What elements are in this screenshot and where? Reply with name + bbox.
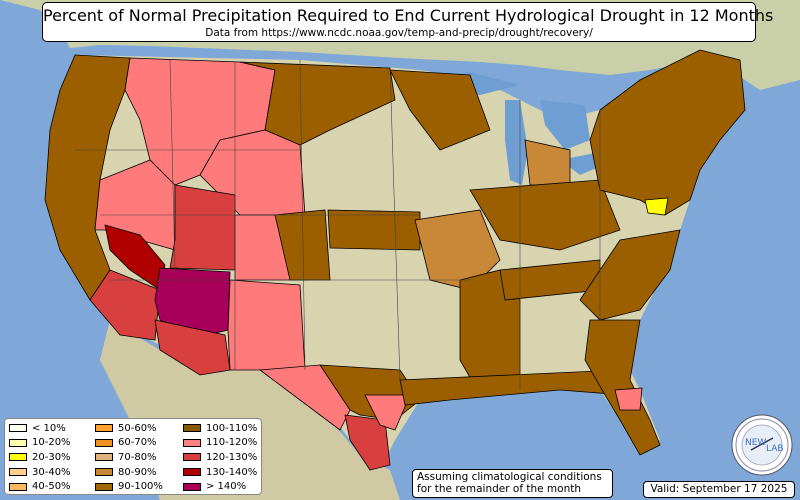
legend-label: > 140%: [206, 481, 247, 493]
lake-huron: [540, 100, 590, 150]
legend-swatch: [9, 424, 27, 433]
legend-swatch: [95, 453, 113, 462]
legend-item: < 10%: [9, 421, 71, 436]
legend-label: 40-50%: [32, 481, 71, 493]
legend: < 10% 10-20% 20-30% 30-40% 40-50% 50-60%…: [4, 418, 262, 495]
legend-swatch: [95, 424, 113, 433]
legend-column-1: < 10% 10-20% 20-30% 30-40% 40-50%: [9, 421, 71, 494]
legend-item: 80-90%: [95, 465, 163, 480]
legend-label: 60-70%: [118, 437, 157, 449]
assumption-line-1: Assuming climatological conditions: [417, 471, 602, 483]
legend-label: 130-140%: [206, 466, 258, 478]
region-southern-arizona-120-130: [154, 319, 231, 376]
logo-text-right: LAB: [766, 444, 784, 454]
legend-item: 40-50%: [9, 479, 71, 494]
legend-swatch: [183, 482, 201, 491]
legend-swatch: [9, 468, 27, 477]
legend-label: 110-120%: [206, 437, 258, 449]
region-south-texas-110-120: [364, 394, 411, 431]
legend-label: 10-20%: [32, 437, 71, 449]
legend-item: 30-40%: [9, 465, 71, 480]
region-florida-100-110: [584, 319, 661, 456]
legend-column-3: 100-110% 110-120% 120-130% 130-140% > 14…: [183, 421, 257, 494]
region-upper-midwest-100-110: [389, 69, 491, 151]
state-boundaries: [75, 59, 601, 390]
legend-swatch: [183, 438, 201, 447]
region-west-texas-110-120: [258, 364, 351, 431]
legend-label: 70-80%: [118, 451, 157, 463]
region-new-mexico-110-120: [227, 279, 306, 371]
legend-item: 60-70%: [95, 436, 163, 451]
legend-item: 20-30%: [9, 450, 71, 465]
legend-swatch: [95, 468, 113, 477]
region-kansas-100-110: [327, 209, 421, 251]
legend-item: 100-110%: [183, 421, 257, 436]
map-title: Percent of Normal Precipitation Required…: [43, 6, 774, 25]
legend-label: 80-90%: [118, 466, 157, 478]
legend-item: 110-120%: [183, 436, 257, 451]
assumption-note: Assuming climatological conditions for t…: [412, 469, 613, 498]
legend-item: 10-20%: [9, 436, 71, 451]
logo-text-left: NEW: [745, 438, 766, 448]
legend-swatch: [183, 453, 201, 462]
newlab-logo: NEW LAB: [731, 414, 793, 476]
legend-label: 90-100%: [118, 481, 163, 493]
legend-column-2: 50-60% 60-70% 70-80% 80-90% 90-100%: [95, 421, 163, 494]
legend-swatch: [9, 438, 27, 447]
legend-swatch: [95, 482, 113, 491]
legend-item: 70-80%: [95, 450, 163, 465]
valid-date: Valid: September 17 2025: [643, 481, 795, 498]
region-carolinas-100-110: [579, 229, 681, 321]
legend-label: < 10%: [32, 422, 66, 434]
legend-label: 30-40%: [32, 466, 71, 478]
legend-item: 130-140%: [183, 465, 257, 480]
legend-swatch: [95, 438, 113, 447]
legend-item: 50-60%: [95, 421, 163, 436]
legend-label: 20-30%: [32, 451, 71, 463]
legend-swatch: [183, 468, 201, 477]
region-utah-120-130: [169, 184, 236, 271]
legend-label: 100-110%: [206, 422, 258, 434]
legend-swatch: [9, 453, 27, 462]
title-box: Percent of Normal Precipitation Required…: [42, 2, 774, 42]
legend-swatch: [9, 482, 27, 491]
lake-michigan: [505, 100, 528, 185]
legend-label: 50-60%: [118, 422, 157, 434]
region-north-florida-110-120: [614, 387, 643, 411]
region-socal-120-130: [89, 269, 161, 341]
legend-item: 90-100%: [95, 479, 163, 494]
legend-label: 120-130%: [206, 451, 258, 463]
region-ohio-valley-100-110: [469, 179, 621, 251]
map-subtitle: Data from https://www.ncdc.noaa.gov/temp…: [205, 27, 593, 39]
legend-item: > 140%: [183, 479, 257, 494]
region-northern-plains-100-110: [239, 61, 396, 146]
legend-swatch: [183, 424, 201, 433]
legend-item: 120-130%: [183, 450, 257, 465]
region-maryland-20-30: [644, 197, 669, 216]
assumption-line-2: for the remainder of the month: [417, 483, 582, 495]
